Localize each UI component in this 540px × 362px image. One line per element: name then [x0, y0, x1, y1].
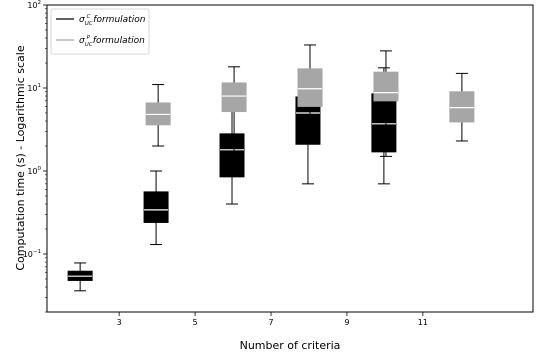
- box: [373, 71, 399, 102]
- legend-black-text: formulation: [90, 15, 145, 25]
- box: [371, 93, 397, 153]
- y-tick-exponent: −1: [33, 249, 41, 255]
- y-tick-base: 10: [27, 167, 37, 176]
- y-tick-label: 101: [27, 83, 41, 93]
- y-tick-base: 10: [23, 250, 33, 259]
- x-axis-label: Number of criteria: [240, 339, 341, 352]
- x-tick-label: 3: [117, 318, 122, 327]
- y-axis-label: Computation time (s) - Logarithmic scale: [14, 45, 27, 270]
- legend-gray-text: formulation: [90, 36, 145, 46]
- y-tick-exponent: 0: [38, 166, 42, 172]
- y-tick-base: 10: [27, 1, 37, 10]
- legend-black-sub: UC: [85, 21, 93, 27]
- legend-entry-black: σUCC formulation: [79, 14, 146, 27]
- legend-gray-symbol: σ: [79, 36, 85, 46]
- box-group: [373, 50, 399, 157]
- box-group: [449, 72, 475, 142]
- y-tick-label: 100: [27, 166, 41, 176]
- y-tick-label: 10−1: [23, 249, 41, 259]
- legend-entry-gray: σUCP formulation: [79, 35, 145, 48]
- y-tick-base: 10: [27, 84, 37, 93]
- box-group: [221, 66, 247, 156]
- box: [449, 91, 475, 123]
- legend-gray-sup: P: [87, 35, 91, 41]
- legend-gray-sub: UC: [85, 42, 93, 48]
- x-tick-label: 5: [193, 318, 198, 327]
- legend-box: [50, 8, 150, 55]
- legend: σUCC formulation σUCP formulation: [50, 8, 150, 55]
- box-group: [67, 262, 93, 292]
- x-tick-label: 9: [344, 318, 349, 327]
- boxes-layer: [67, 44, 475, 292]
- plot-area: [46, 4, 534, 313]
- y-tick-label: 102: [27, 0, 41, 10]
- legend-black-sup: C: [87, 14, 91, 20]
- box-group: [297, 44, 323, 130]
- x-tick-label: 11: [418, 318, 428, 327]
- x-tick-label: 7: [268, 318, 273, 327]
- box: [297, 68, 323, 107]
- box: [221, 82, 247, 113]
- legend-black-symbol: σ: [79, 15, 85, 25]
- box-group: [145, 84, 171, 147]
- y-tick-exponent: 1: [38, 83, 42, 89]
- box: [143, 191, 169, 223]
- x-axis: 3 5 7 9 11: [117, 312, 428, 327]
- box-group: [143, 170, 169, 246]
- y-tick-exponent: 2: [38, 0, 42, 6]
